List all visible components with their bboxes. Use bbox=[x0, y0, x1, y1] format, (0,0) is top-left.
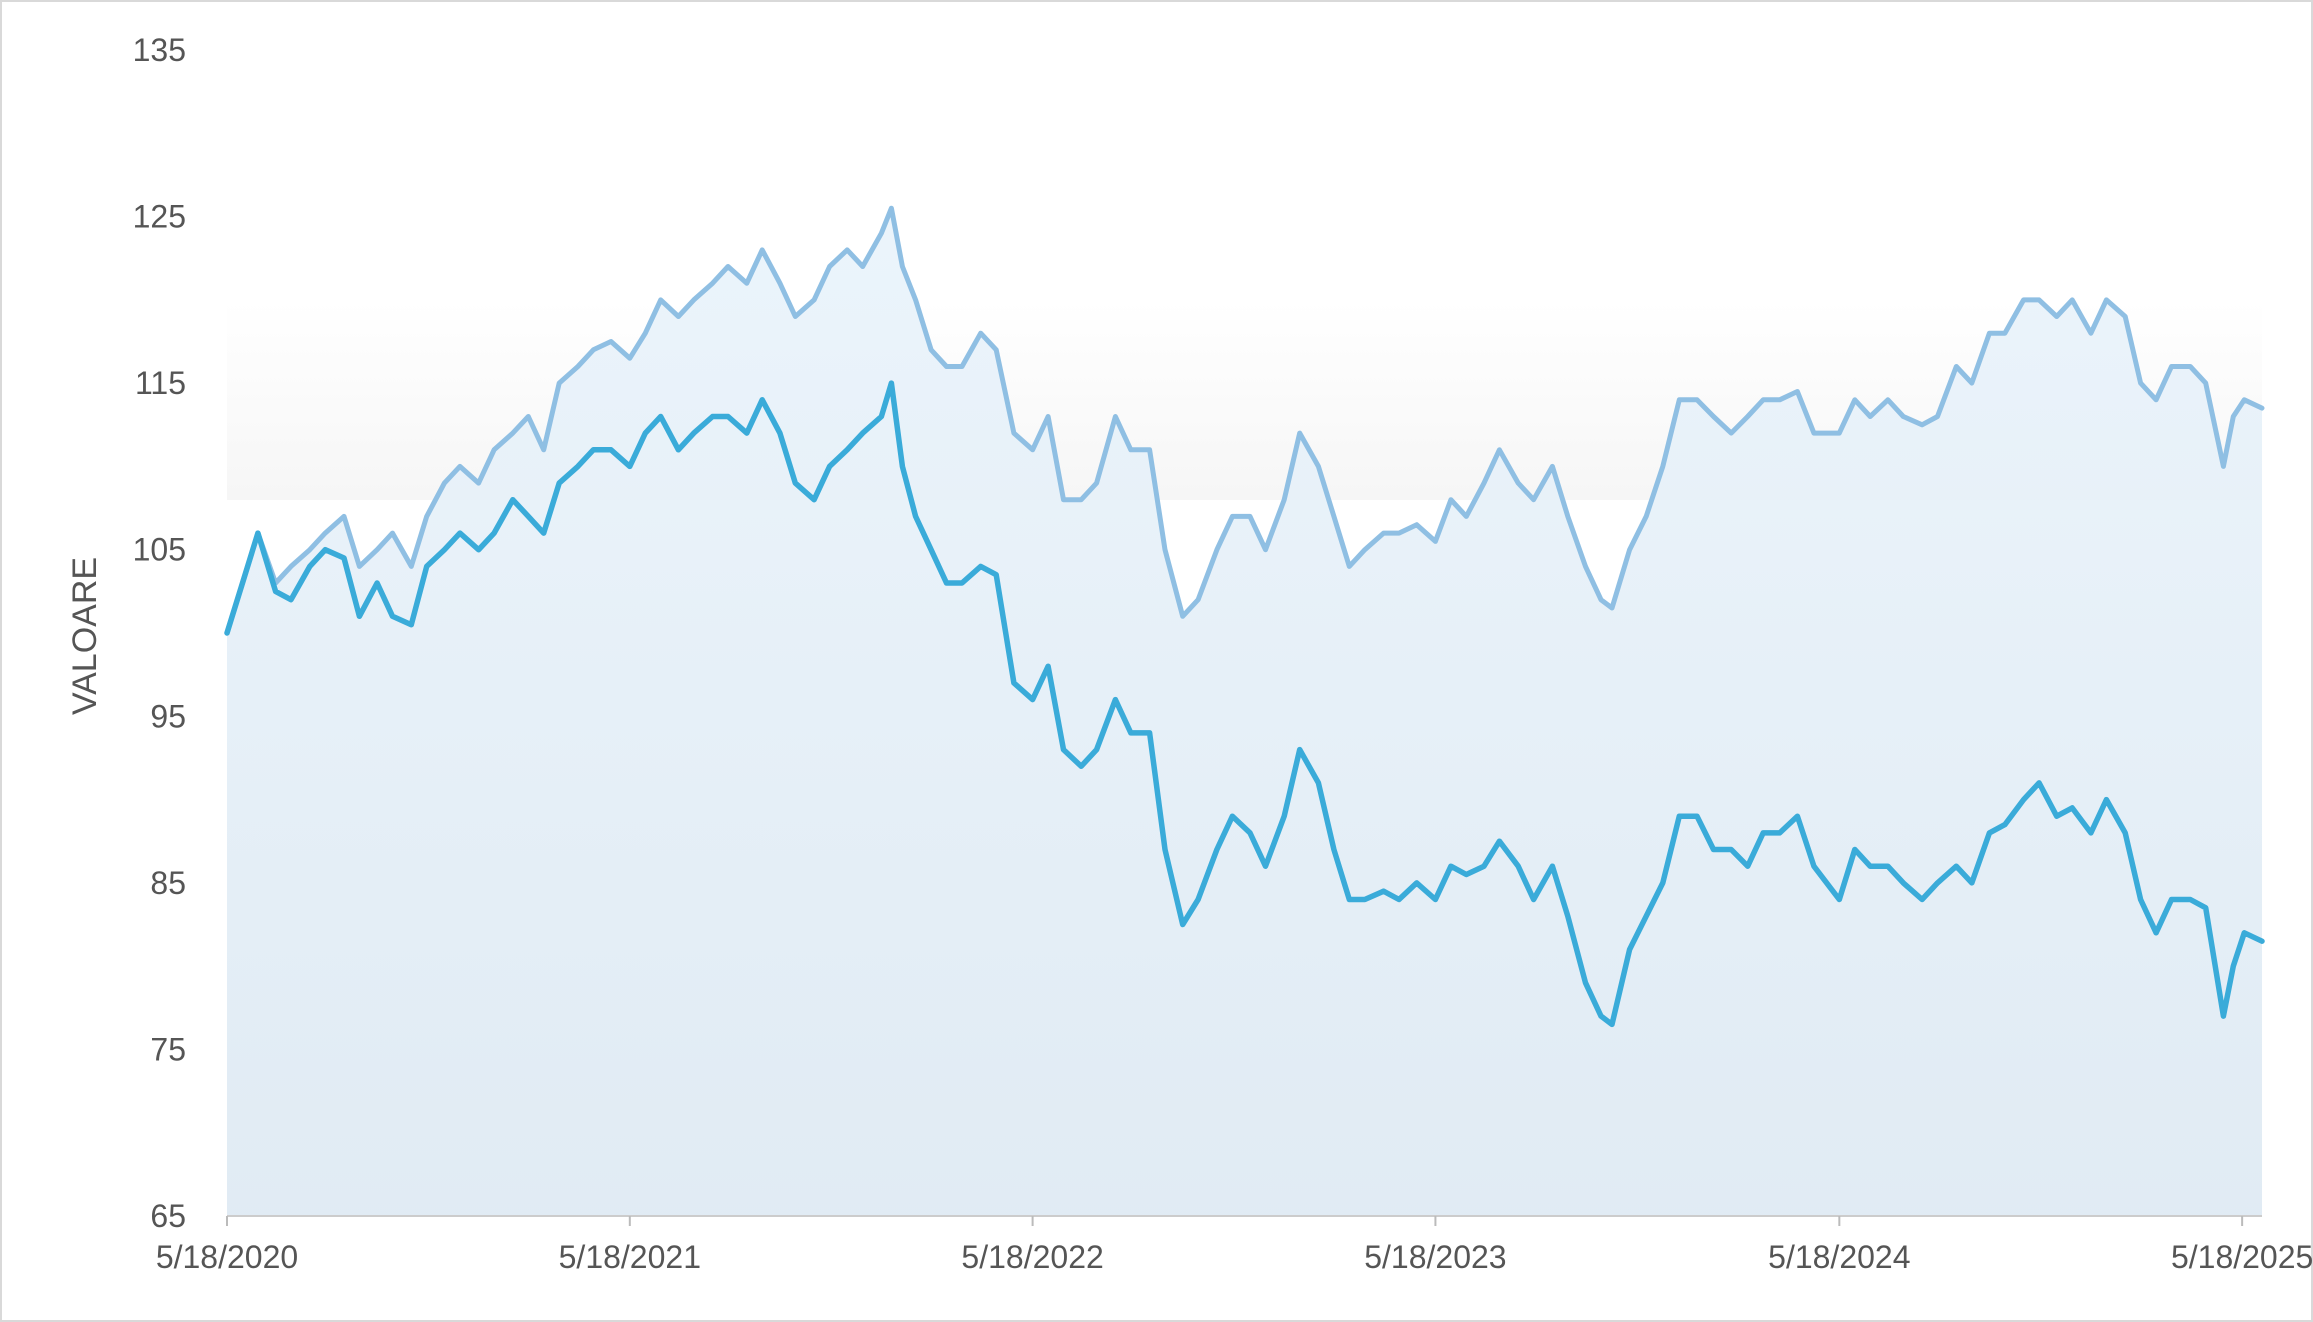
y-tick-label: 95 bbox=[150, 698, 186, 734]
series-lines bbox=[224, 205, 2265, 1028]
area-under-series bbox=[227, 208, 2262, 1216]
y-tick-label: 125 bbox=[133, 199, 186, 235]
x-tick-label: 5/18/2025 bbox=[2171, 1239, 2313, 1275]
x-tick-label: 5/18/2024 bbox=[1768, 1239, 1910, 1275]
y-tick-label: 135 bbox=[133, 32, 186, 68]
series-line-1 bbox=[224, 205, 2265, 636]
y-tick-label: 105 bbox=[133, 532, 186, 568]
series-line-2 bbox=[224, 380, 2265, 1028]
y-axis-title: VALOARE bbox=[66, 557, 104, 715]
area-fill bbox=[227, 208, 2262, 1216]
x-tick-label: 5/18/2021 bbox=[559, 1239, 701, 1275]
y-tick-label: 65 bbox=[150, 1198, 186, 1234]
axes: 65 75 85 95 105 115 125 135 5/18/2020 5/18/2021 5/… bbox=[133, 32, 2313, 1275]
y-tick-label: 75 bbox=[150, 1031, 186, 1067]
x-tick-label: 5/18/2022 bbox=[961, 1239, 1103, 1275]
x-tick-label: 5/18/2020 bbox=[156, 1239, 298, 1275]
y-tick-label: 85 bbox=[150, 865, 186, 901]
x-tick-label: 5/18/2023 bbox=[1364, 1239, 1506, 1275]
y-tick-label: 115 bbox=[135, 365, 186, 401]
